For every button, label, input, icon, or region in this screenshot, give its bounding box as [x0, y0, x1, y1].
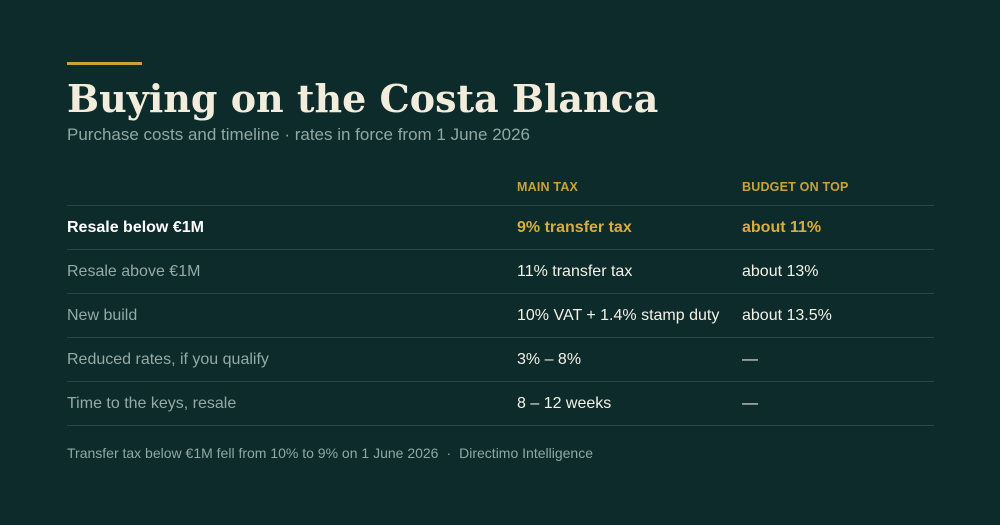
row-budget: about 11% [742, 219, 822, 236]
page-subtitle: Purchase costs and timeline · rates in f… [67, 125, 531, 144]
table-row-resale-above-1m: Resale above €1M 11% transfer tax about … [67, 250, 934, 294]
page-title: Buying on the Costa Blanca [67, 76, 659, 121]
row-main-tax: 3% – 8% [517, 351, 582, 368]
table-header-row: MAIN TAX BUDGET ON TOP [67, 164, 934, 206]
table-row-resale-below-1m: Resale below €1M 9% transfer tax about 1… [67, 206, 934, 250]
table-row-reduced-rates: Reduced rates, if you qualify 3% – 8% — [67, 338, 934, 382]
row-main-tax: 10% VAT + 1.4% stamp duty [517, 307, 720, 324]
table-row-time-to-keys: Time to the keys, resale 8 – 12 weeks — [67, 382, 934, 426]
row-main-tax: 9% transfer tax [517, 219, 632, 236]
cost-table: MAIN TAX BUDGET ON TOP Resale below €1M … [67, 164, 934, 426]
header-budget-on-top: BUDGET ON TOP [742, 180, 849, 194]
row-label: New build [67, 307, 138, 324]
row-budget: — [742, 351, 758, 368]
row-main-tax: 8 – 12 weeks [517, 395, 612, 412]
row-label: Reduced rates, if you qualify [67, 351, 269, 368]
accent-rule [67, 62, 142, 65]
row-label: Resale above €1M [67, 263, 201, 280]
row-budget: about 13.5% [742, 307, 832, 324]
row-budget: about 13% [742, 263, 819, 280]
footnote-separator: · [446, 445, 452, 461]
header-main-tax: MAIN TAX [517, 180, 579, 194]
row-label: Time to the keys, resale [67, 395, 237, 412]
table-row-new-build: New build 10% VAT + 1.4% stamp duty abou… [67, 294, 934, 338]
row-label: Resale below €1M [67, 219, 204, 236]
row-budget: — [742, 395, 758, 412]
footnote: Transfer tax below €1M fell from 10% to … [67, 444, 593, 462]
footnote-source: Directimo Intelligence [459, 445, 593, 461]
footnote-text: Transfer tax below €1M fell from 10% to … [67, 445, 439, 461]
row-main-tax: 11% transfer tax [517, 263, 633, 280]
